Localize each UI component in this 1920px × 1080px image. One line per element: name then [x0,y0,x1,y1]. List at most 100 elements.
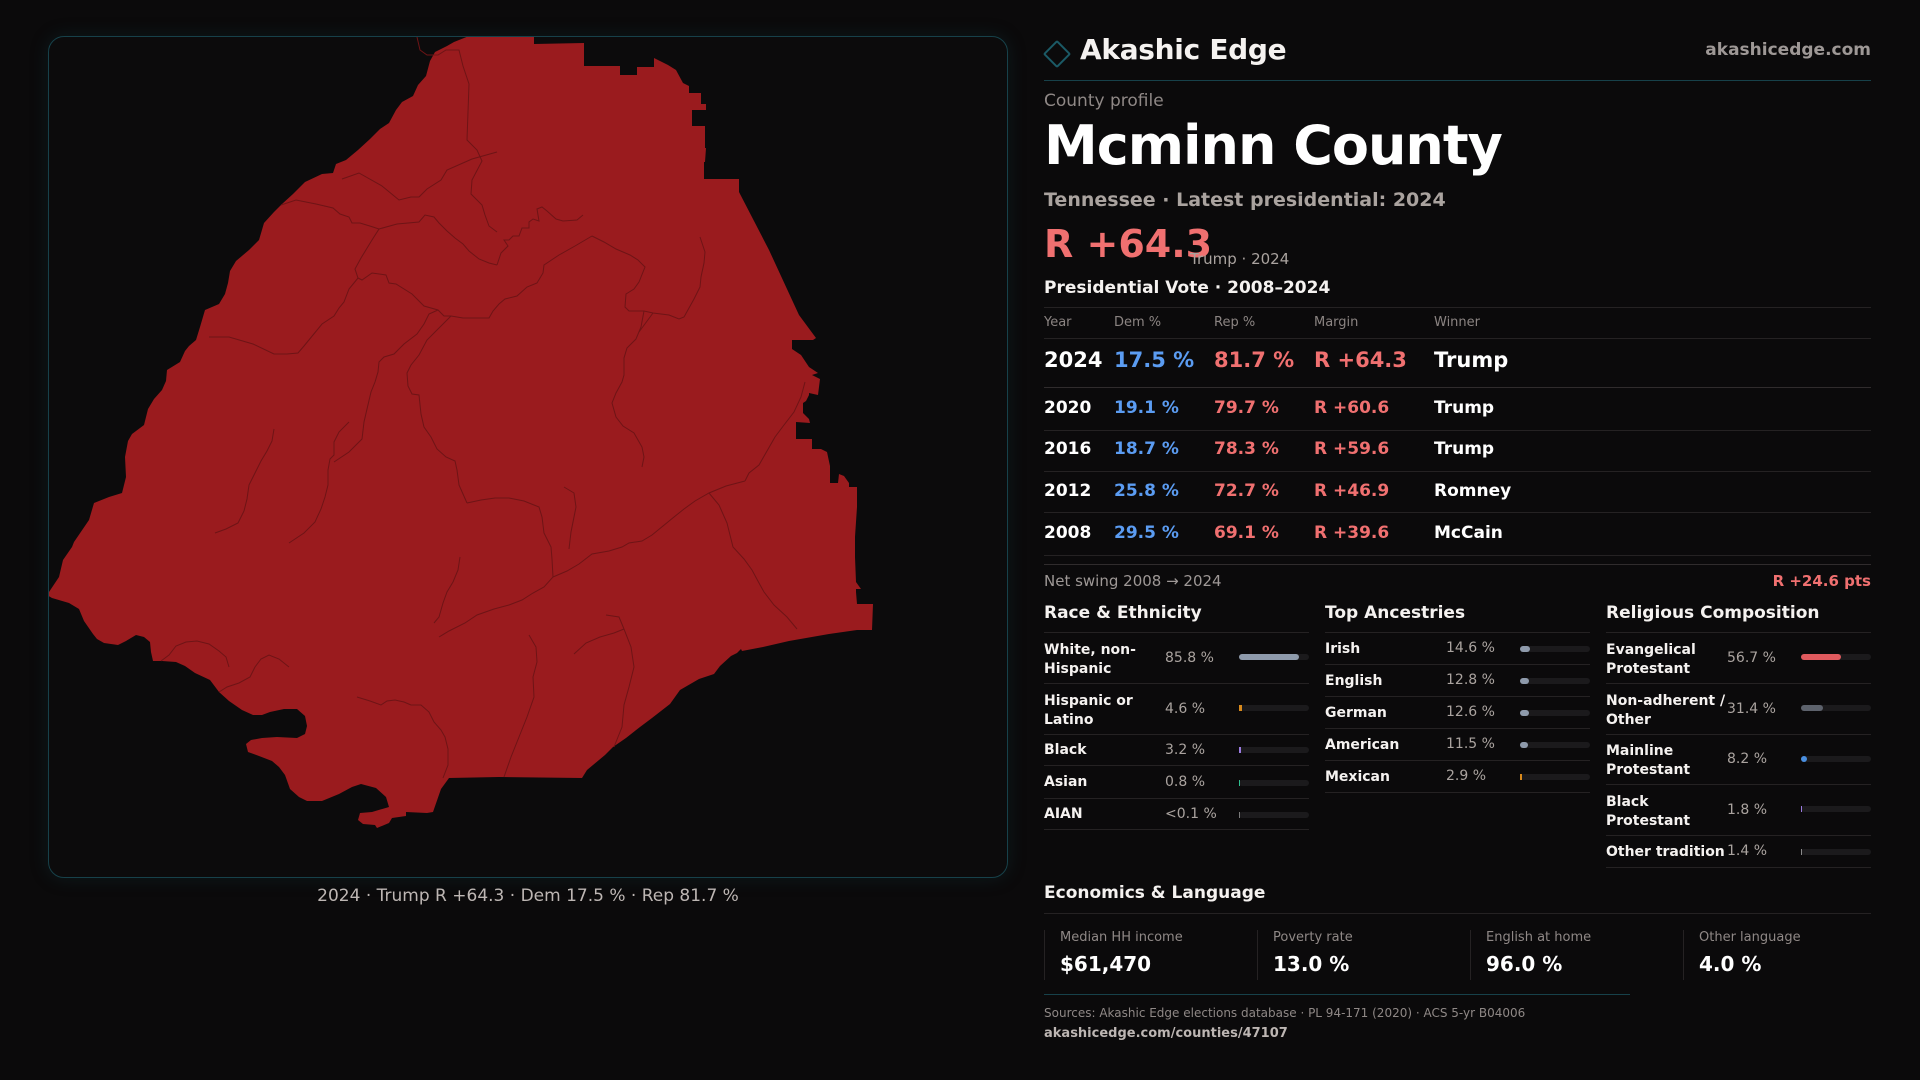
item-value: 56.7 % [1727,650,1776,666]
dem-cell: 19.1 % [1114,398,1179,418]
page-title: Mcminn County [1044,114,1503,177]
sources-note: Sources: Akashic Edge elections database… [1044,1006,1526,1020]
item-label: Black [1044,742,1087,758]
winner-cell: McCain [1434,523,1503,543]
year-cell: 2008 [1044,523,1092,543]
list-item: Hispanic or Latino 4.6 % [1044,684,1309,735]
county-shape[interactable] [49,37,873,828]
list-item: Evangelical Protestant 56.7 % [1606,633,1871,684]
section-heading: Race & Ethnicity [1044,603,1202,623]
economics-heading: Economics & Language [1044,883,1266,903]
item-bar-fill [1801,849,1803,855]
stat-value: 4.0 % [1699,952,1762,976]
headline-margin: R +64.3 [1044,222,1213,266]
rep-cell: 81.7 % [1214,348,1295,372]
column-header-rep: Rep % [1214,315,1256,330]
item-label: Hispanic or Latino [1044,693,1133,728]
winner-cell: Trump [1434,439,1495,459]
margin-cell: R +60.6 [1314,398,1390,418]
eyebrow-label: County profile [1044,91,1164,111]
margin-cell: R +59.6 [1314,439,1390,459]
item-label: American [1325,737,1400,753]
item-label: Mainline Protestant [1606,743,1691,778]
item-bar [1801,806,1871,812]
stat-label: Median HH income [1060,930,1183,945]
dem-cell: 17.5 % [1114,348,1195,372]
item-label: Asian [1044,774,1088,790]
item-value: 85.8 % [1165,650,1214,666]
county-map-panel[interactable] [48,36,1008,878]
divider [1044,555,1871,556]
divider [1044,338,1871,339]
item-label: German [1325,705,1387,721]
item-bar-fill [1801,654,1841,660]
item-value: 2.9 % [1446,768,1487,784]
item-bar-fill [1801,806,1803,812]
year-cell: 2024 [1044,348,1103,372]
stat-value: 13.0 % [1273,952,1350,976]
item-bar-fill [1801,756,1807,762]
county-map[interactable] [49,37,1008,878]
item-bar-fill [1520,678,1529,684]
divider [1044,632,1309,633]
margin-cell: R +64.3 [1314,348,1407,372]
page-subtitle: Tennessee · Latest presidential: 2024 [1044,189,1446,211]
stat-value: 96.0 % [1486,952,1563,976]
item-bar-fill [1520,742,1529,748]
diamond-outline-icon [1042,39,1072,69]
county-url-link[interactable]: akashicedge.com/counties/47107 [1044,1026,1288,1041]
column-header-year: Year [1044,315,1072,330]
list-item: Mainline Protestant 8.2 % [1606,735,1871,785]
map-caption: 2024 · Trump R +64.3 · Dem 17.5 % · Rep … [317,886,739,906]
item-value: 3.2 % [1165,742,1206,758]
divider [1044,512,1871,513]
item-value: 0.8 % [1165,774,1206,790]
stat-label: Poverty rate [1273,930,1353,945]
item-bar-fill [1520,774,1523,780]
item-label: White, non-Hispanic [1044,642,1136,677]
list-item: Other tradition 1.4 % [1606,836,1871,868]
item-bar-fill [1520,646,1531,652]
list-item: AIAN <0.1 % [1044,799,1309,830]
item-bar [1801,705,1871,711]
brand-name[interactable]: Akashic Edge [1080,33,1287,66]
list-item: German 12.6 % [1325,697,1590,729]
rep-cell: 79.7 % [1214,398,1279,418]
site-link[interactable]: akashicedge.com [1705,40,1871,60]
item-value: 12.8 % [1446,672,1495,688]
rep-cell: 69.1 % [1214,523,1279,543]
divider [1325,632,1590,633]
divider [1044,913,1871,914]
margin-cell: R +39.6 [1314,523,1390,543]
winner-cell: Trump [1434,348,1509,372]
stat-card-poverty-rate: Poverty rate 13.0 % [1257,930,1457,980]
item-value: 1.8 % [1727,802,1768,818]
winner-cell: Romney [1434,481,1512,501]
item-label: Evangelical Protestant [1606,642,1696,677]
item-bar [1239,705,1309,711]
column-header-margin: Margin [1314,315,1359,330]
dem-cell: 29.5 % [1114,523,1179,543]
divider [1044,307,1871,308]
year-cell: 2016 [1044,439,1092,459]
stat-card-other-language: Other language 4.0 % [1683,930,1883,980]
rep-cell: 72.7 % [1214,481,1279,501]
item-bar [1239,747,1309,753]
headline-margin-detail: Trump · 2024 [1190,250,1290,268]
section-heading: Religious Composition [1606,603,1820,623]
item-bar-fill [1239,705,1243,711]
list-item: Irish 14.6 % [1325,633,1590,665]
item-bar [1239,780,1309,786]
item-bar-fill [1239,654,1300,660]
winner-cell: Trump [1434,398,1495,418]
stat-card-median-income: Median HH income $61,470 [1044,930,1244,980]
divider [1044,471,1871,472]
item-bar-fill [1239,812,1241,818]
list-item: Non-adherent / Other 31.4 % [1606,684,1871,735]
divider [1606,632,1871,633]
list-item: American 11.5 % [1325,729,1590,761]
item-value: 12.6 % [1446,704,1495,720]
stat-label: Other language [1699,930,1801,945]
margin-cell: R +46.9 [1314,481,1390,501]
stat-value: $61,470 [1060,952,1152,976]
